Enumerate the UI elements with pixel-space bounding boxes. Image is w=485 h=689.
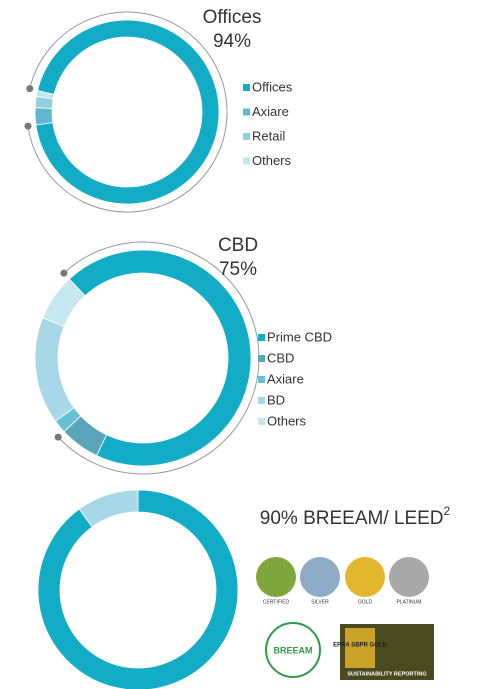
badge <box>389 557 429 597</box>
chart-title: Offices <box>203 7 262 28</box>
badge-label: SILVER <box>311 599 329 605</box>
legend-swatch <box>243 84 250 91</box>
legend-swatch <box>243 133 250 140</box>
legend-swatch <box>258 397 265 404</box>
donut-chart: 90% BREEAM/ LEED2 <box>37 489 451 689</box>
legend-label: CBD <box>267 350 294 365</box>
donut-chart: Offices 94% Offices Axiare Retail Others <box>24 7 293 213</box>
highlight-arc <box>27 11 228 213</box>
arc-end-dot <box>24 122 32 130</box>
title-text: 90% BREEAM/ LEED <box>260 508 444 529</box>
arc-end-dot <box>26 85 34 93</box>
donut-slice <box>78 489 139 528</box>
legend-swatch <box>258 355 265 362</box>
legend-label: Axiare <box>267 371 304 386</box>
epra-caption: SUSTAINABILITY REPORTING <box>347 671 426 677</box>
legend-swatch <box>258 376 265 383</box>
donut-slice <box>68 249 252 467</box>
chart-subtitle: 94% <box>213 31 251 52</box>
breeam-logo: BREEAM <box>265 622 321 678</box>
arc-end-dot <box>54 433 62 441</box>
badge <box>345 557 385 597</box>
breeam-text: BREEAM <box>273 645 312 655</box>
legend-label: Prime CBD <box>267 329 332 344</box>
chart-title: 90% BREEAM/ LEED2 <box>260 504 451 529</box>
donut-slice <box>37 489 239 689</box>
breeam-ring <box>265 622 321 678</box>
epra-text: EPRA SBPR GOLD <box>333 643 387 649</box>
badge <box>256 557 296 597</box>
badge-label: CERTIFIED <box>263 599 290 605</box>
legend-swatch <box>243 108 250 116</box>
legend-swatch <box>258 334 265 341</box>
legend-swatch <box>243 157 250 165</box>
title-text: CBD <box>218 235 258 256</box>
legend-label: BD <box>267 392 285 407</box>
donut-slice <box>34 107 54 126</box>
badge-label: GOLD <box>358 599 373 605</box>
legend-label: Others <box>267 413 307 428</box>
title-superscript: 2 <box>444 504 451 518</box>
chart-title: CBD <box>218 235 258 256</box>
highlight-arc <box>57 241 260 475</box>
legend-label: Retail <box>252 128 285 143</box>
chart-subtitle: 75% <box>219 259 257 280</box>
legend-label: Others <box>252 153 292 168</box>
badge-label: PLATINUM <box>397 599 422 605</box>
donut-slice <box>42 278 86 327</box>
donut-chart: CBD 75% Prime CBD CBD Axiare BD Others <box>34 235 332 475</box>
title-text: Offices <box>203 7 262 28</box>
donut-slice <box>34 317 75 422</box>
badge <box>300 557 340 597</box>
donut-slice <box>35 90 55 100</box>
donut-slice <box>35 19 220 205</box>
epra-badge <box>345 628 375 668</box>
legend-label: Offices <box>252 79 293 94</box>
arc-end-dot <box>60 269 68 277</box>
legend-swatch <box>258 418 265 425</box>
legend-label: Axiare <box>252 104 289 119</box>
epra-logo: EPRA SBPR GOLD SUSTAINABILITY REPORTING <box>333 624 434 680</box>
leed-badges: CERTIFIED SILVER GOLD PLATINUM <box>256 557 429 605</box>
